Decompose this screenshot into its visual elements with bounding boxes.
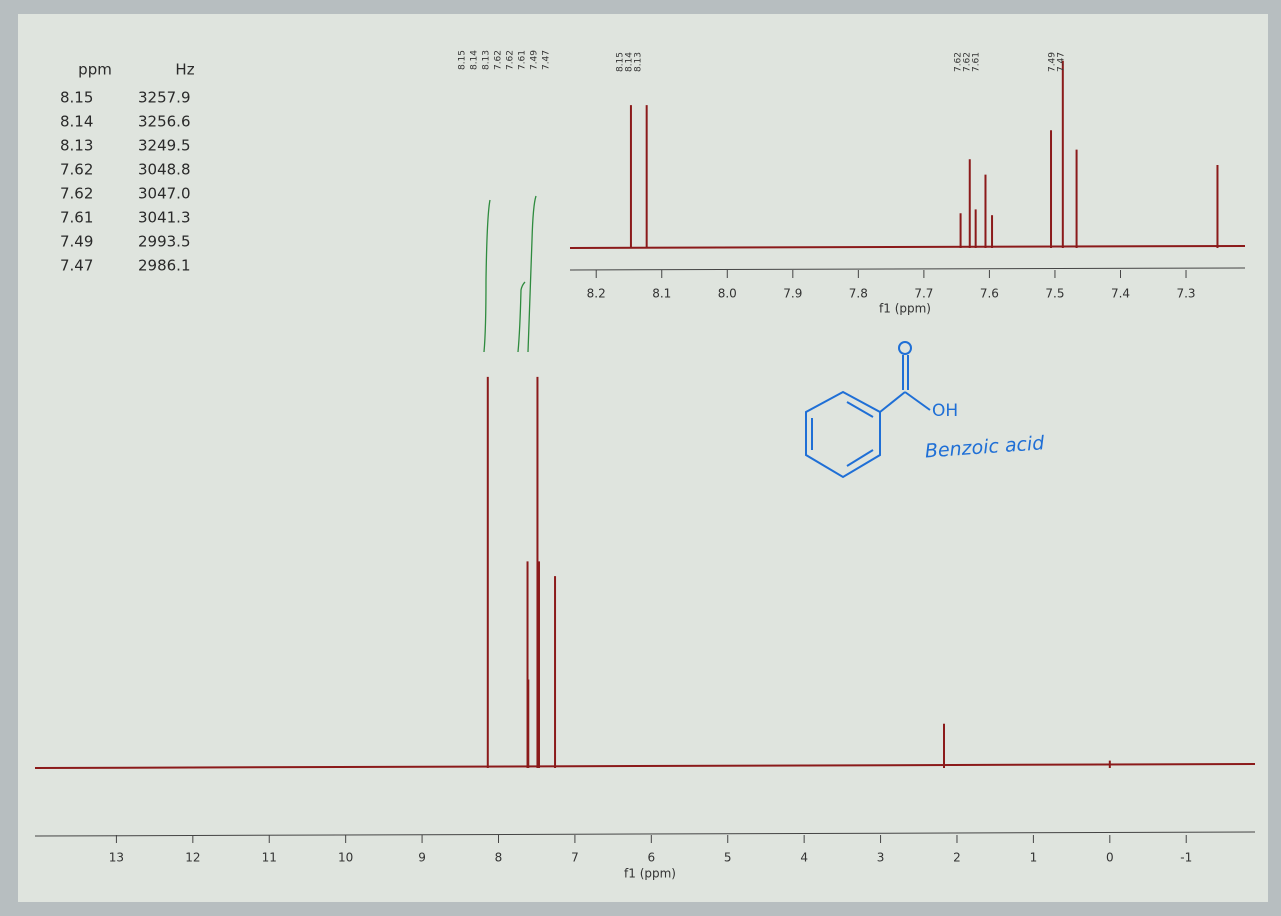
- table-cell: 8.13: [60, 137, 93, 155]
- x-tick-label: 2: [953, 851, 961, 865]
- peak-label: 7.49: [1048, 52, 1058, 72]
- x-tick-label: 8.1: [652, 287, 671, 301]
- x-tick-label: 5: [724, 851, 732, 865]
- peak-label: 8.15: [616, 52, 626, 72]
- x-tick-label: 11: [262, 851, 277, 865]
- bond: [879, 391, 906, 413]
- peak-label: 8.14: [470, 50, 480, 70]
- peak-label: 8.15: [458, 50, 468, 70]
- benzoic-acid-structure: [805, 341, 931, 479]
- table-cell: 7.47: [60, 257, 93, 275]
- x-axis-title: f1 (ppm): [624, 867, 676, 881]
- inset-x-axis-title: f1 (ppm): [879, 302, 931, 316]
- table-cell: 8.14: [60, 113, 93, 131]
- x-tick-label: 13: [109, 851, 124, 865]
- x-tick-label: 10: [338, 851, 353, 865]
- x-tick-label: 6: [648, 851, 656, 865]
- table-cell: 3048.8: [138, 161, 191, 179]
- x-tick-label: 3: [877, 851, 885, 865]
- integral-curves: [483, 195, 537, 353]
- bond: [904, 391, 931, 411]
- peak-label: 8.13: [634, 52, 644, 72]
- x-tick-label: 7.9: [783, 287, 802, 301]
- x-tick-label: 7.8: [849, 287, 868, 301]
- peak-label: 8.13: [482, 50, 492, 70]
- peak-table: 8.15 3257.9 8.14 3256.6 8.13 3249.5 7.62 3048.8…: [60, 89, 191, 275]
- inset-x-axis: [569, 267, 1246, 271]
- table-cell: 7.62: [60, 161, 93, 179]
- peak-label: 7.62: [494, 50, 504, 70]
- table-cell: 3041.3: [138, 209, 191, 227]
- x-tick-label: 7: [571, 851, 579, 865]
- integral: [483, 199, 491, 353]
- x-tick-label: 7.4: [1111, 287, 1130, 301]
- table-cell: 3257.9: [138, 89, 191, 107]
- x-tick-label: 7.6: [980, 287, 999, 301]
- x-tick-label: 0: [1106, 851, 1114, 865]
- peak-label: 7.61: [518, 50, 528, 70]
- table-cell: 2993.5: [138, 233, 191, 251]
- x-tick-label: 7.3: [1176, 287, 1195, 301]
- table-cell: 7.61: [60, 209, 93, 227]
- peak-label: 8.14: [625, 52, 635, 72]
- inset-baseline: [569, 245, 1246, 249]
- table-cell: 3047.0: [138, 185, 191, 203]
- table-cell: 3249.5: [138, 137, 191, 155]
- double-bond: [846, 401, 874, 418]
- x-tick-label: 4: [800, 851, 808, 865]
- x-tick-label: 8: [495, 851, 503, 865]
- oxygen: [898, 341, 912, 355]
- peak-label: 7.47: [542, 50, 552, 70]
- double-bond: [846, 449, 874, 467]
- table-cell: 3256.6: [138, 113, 191, 131]
- x-tick-label: 8.0: [718, 287, 737, 301]
- table-cell: 7.49: [60, 233, 93, 251]
- peak-label: 7.49: [530, 50, 540, 70]
- peak-label: 7.62: [963, 52, 973, 72]
- peak-label: 7.62: [506, 50, 516, 70]
- x-tick-label: -1: [1180, 851, 1192, 865]
- x-tick-label: 7.5: [1045, 287, 1064, 301]
- table-cell: 8.15: [60, 89, 93, 107]
- x-tick-label: 8.2: [587, 287, 606, 301]
- peak-label: 7.62: [954, 52, 964, 72]
- x-tick-label: 1: [1030, 851, 1038, 865]
- oh-label: OH: [932, 401, 958, 421]
- x-tick-label: 9: [418, 851, 426, 865]
- table-cell: 7.62: [60, 185, 93, 203]
- x-tick-label: 7.7: [914, 287, 933, 301]
- table-header: Hz: [175, 61, 194, 79]
- x-axis: [34, 831, 1256, 837]
- x-tick-label: 12: [185, 851, 200, 865]
- peak-label: 7.47: [1057, 52, 1067, 72]
- integral: [527, 195, 537, 353]
- plot-panel: [18, 14, 1268, 902]
- integral: [517, 281, 526, 353]
- peak-label: 7.61: [972, 52, 982, 72]
- table-cell: 2986.1: [138, 257, 191, 275]
- table-header: ppm: [78, 61, 112, 79]
- baseline: [34, 763, 1256, 769]
